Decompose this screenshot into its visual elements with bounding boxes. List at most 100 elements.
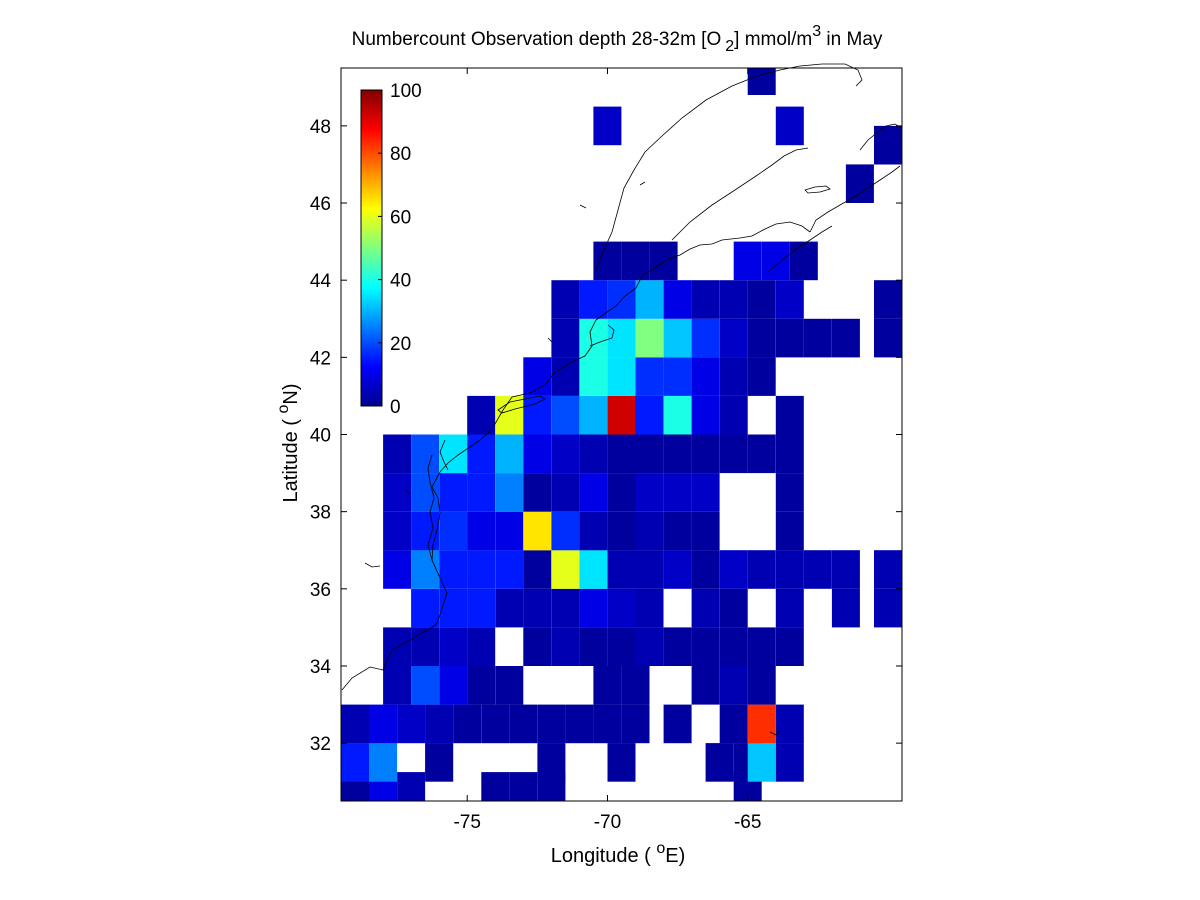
heatmap-cell xyxy=(775,704,804,744)
x-axis-ticks: -75 -70 -65 xyxy=(453,68,761,833)
heatmap-cell xyxy=(663,434,692,474)
heatmap-cell xyxy=(874,318,902,358)
heatmap-cell xyxy=(747,434,776,474)
colorbar-tick-label: 20 xyxy=(390,334,411,355)
y-tick-label: 32 xyxy=(310,734,331,755)
y-axis-ticks: 32 34 36 38 40 42 44 46 48 xyxy=(310,117,902,755)
heatmap-cell xyxy=(691,318,720,358)
heatmap-cell xyxy=(593,704,622,744)
heatmap-cell xyxy=(663,550,692,589)
heatmap-cell xyxy=(523,511,552,551)
heatmap-cells xyxy=(341,68,902,801)
heatmap-cell xyxy=(537,743,566,782)
heatmap-cell xyxy=(593,106,622,146)
heatmap-cell xyxy=(481,772,510,801)
colorbar-tick-label: 40 xyxy=(390,271,411,292)
heatmap-cell xyxy=(761,241,790,281)
heatmap-cell xyxy=(411,434,440,474)
heatmap-cell xyxy=(607,473,636,512)
heatmap-cell xyxy=(523,588,552,628)
y-axis-label-sup: o xyxy=(275,405,292,414)
heatmap-cell xyxy=(593,241,622,281)
coastline-pei xyxy=(804,185,831,194)
heatmap-cell xyxy=(775,395,804,435)
heatmap-cell xyxy=(341,743,369,782)
heatmap-cell xyxy=(775,511,804,551)
colorbar-ticks: 0 20 40 60 80 100 xyxy=(378,81,422,418)
heatmap-cell xyxy=(621,666,650,705)
heatmap-cell xyxy=(747,743,776,782)
heatmap-cell xyxy=(565,704,594,744)
heatmap-cell xyxy=(747,666,776,705)
heatmap-cell xyxy=(635,357,664,396)
heatmap-cell xyxy=(607,627,636,666)
heatmap-cell xyxy=(551,434,580,474)
chart-title-sup: 3 xyxy=(812,23,821,40)
heatmap-cell xyxy=(579,588,608,628)
heatmap-cell xyxy=(663,473,692,512)
heatmap-cell xyxy=(733,241,762,281)
chart-title-mid: ] mmol/m xyxy=(734,29,812,50)
heatmap-cell xyxy=(719,357,748,396)
heatmap-cell xyxy=(523,627,552,666)
heatmap-cell xyxy=(523,473,552,512)
heatmap-cell xyxy=(775,588,804,628)
heatmap-cell xyxy=(691,395,720,435)
heatmap-cell xyxy=(523,395,552,435)
heatmap-cell xyxy=(411,666,440,705)
coastline-chesapeake xyxy=(427,454,435,561)
heatmap-cell xyxy=(691,666,720,705)
heatmap-cell xyxy=(467,550,496,589)
heatmap-cell xyxy=(383,550,412,589)
heatmap-cell xyxy=(509,772,538,801)
heatmap-cell xyxy=(719,280,748,319)
coastline-maritimes xyxy=(809,165,901,233)
heatmap-cell xyxy=(579,280,608,319)
heatmap-cell xyxy=(607,395,636,435)
coastline-newfoundland xyxy=(859,123,902,151)
heatmap-cell xyxy=(621,241,650,281)
heatmap-cell xyxy=(747,357,776,396)
heatmap-cell xyxy=(439,473,468,512)
x-tick-label: -75 xyxy=(453,812,480,833)
heatmap-cell xyxy=(691,588,720,628)
heatmap-cell xyxy=(495,550,524,589)
heatmap-cell xyxy=(803,318,832,358)
heatmap-cell xyxy=(789,241,818,281)
heatmap-cell xyxy=(663,357,692,396)
chart-title-end: in May xyxy=(821,29,883,50)
heatmap-cell xyxy=(467,511,496,551)
heatmap-cell xyxy=(831,588,860,628)
heatmap-cell xyxy=(369,704,398,744)
heatmap-cell xyxy=(383,434,412,474)
heatmap-cell xyxy=(775,627,804,666)
heatmap-cell xyxy=(551,395,580,435)
heatmap-cell xyxy=(635,550,664,589)
heatmap-cell xyxy=(341,704,369,744)
heatmap-cell xyxy=(579,473,608,512)
heatmap-cell xyxy=(775,106,804,146)
heatmap-cell xyxy=(411,627,440,666)
heatmap-cell xyxy=(509,704,538,744)
coastline-long-island xyxy=(497,395,546,414)
heatmap-cell xyxy=(383,666,412,705)
coastline-st-lawrence-south xyxy=(671,147,809,241)
heatmap-cell xyxy=(383,511,412,551)
coastline xyxy=(341,63,902,736)
heatmap-cell xyxy=(495,473,524,512)
heatmap-cell xyxy=(663,280,692,319)
heatmap-cell xyxy=(719,588,748,628)
heatmap-cell xyxy=(579,395,608,435)
heatmap-cell xyxy=(495,511,524,551)
heatmap-cell xyxy=(495,434,524,474)
heatmap-cell xyxy=(747,627,776,666)
heatmap-cell xyxy=(579,434,608,474)
heatmap-cell xyxy=(607,743,636,782)
heatmap-cell xyxy=(719,666,748,705)
y-tick-label: 46 xyxy=(310,194,331,215)
chart-title-sub: 2 xyxy=(725,38,734,55)
heatmap-cell xyxy=(551,280,580,319)
heatmap-cell xyxy=(467,627,496,666)
y-axis-label-pre: Latitude ( xyxy=(280,414,302,503)
